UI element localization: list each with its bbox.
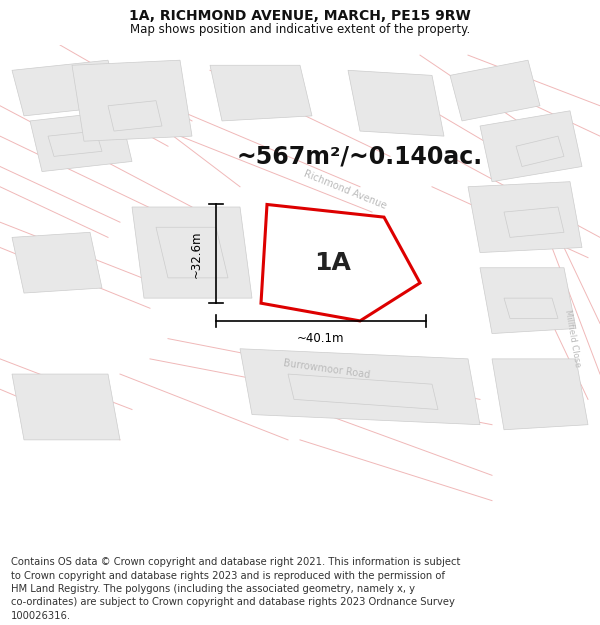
Polygon shape: [348, 70, 444, 136]
Polygon shape: [468, 182, 582, 253]
Polygon shape: [240, 349, 480, 425]
Text: ~40.1m: ~40.1m: [297, 332, 345, 345]
Polygon shape: [210, 65, 312, 121]
Text: HM Land Registry. The polygons (including the associated geometry, namely x, y: HM Land Registry. The polygons (includin…: [11, 584, 415, 594]
Polygon shape: [12, 374, 120, 440]
Text: Millfield Close: Millfield Close: [563, 309, 583, 368]
Polygon shape: [30, 111, 132, 171]
Polygon shape: [12, 60, 120, 116]
Text: 100026316.: 100026316.: [11, 611, 71, 621]
Text: to Crown copyright and database rights 2023 and is reproduced with the permissio: to Crown copyright and database rights 2…: [11, 571, 445, 581]
Text: Burrowmoor Road: Burrowmoor Road: [283, 358, 371, 380]
Polygon shape: [108, 101, 162, 131]
Text: 1A: 1A: [314, 251, 351, 275]
Text: Map shows position and indicative extent of the property.: Map shows position and indicative extent…: [130, 23, 470, 36]
Polygon shape: [450, 60, 540, 121]
Text: ~567m²/~0.140ac.: ~567m²/~0.140ac.: [237, 144, 483, 168]
Text: ~32.6m: ~32.6m: [190, 230, 203, 278]
Polygon shape: [504, 207, 564, 238]
Polygon shape: [132, 207, 252, 298]
Polygon shape: [72, 60, 192, 141]
Polygon shape: [12, 232, 102, 293]
Text: 1A, RICHMOND AVENUE, MARCH, PE15 9RW: 1A, RICHMOND AVENUE, MARCH, PE15 9RW: [129, 9, 471, 23]
Text: Richmond Avenue: Richmond Avenue: [302, 168, 388, 211]
Polygon shape: [48, 131, 102, 156]
Polygon shape: [156, 228, 228, 278]
Polygon shape: [261, 204, 420, 321]
Polygon shape: [504, 298, 558, 318]
Text: co-ordinates) are subject to Crown copyright and database rights 2023 Ordnance S: co-ordinates) are subject to Crown copyr…: [11, 598, 455, 608]
Text: Contains OS data © Crown copyright and database right 2021. This information is : Contains OS data © Crown copyright and d…: [11, 557, 460, 567]
Polygon shape: [480, 268, 576, 334]
Polygon shape: [480, 111, 582, 182]
Polygon shape: [288, 374, 438, 409]
Polygon shape: [516, 136, 564, 166]
Polygon shape: [492, 359, 588, 430]
